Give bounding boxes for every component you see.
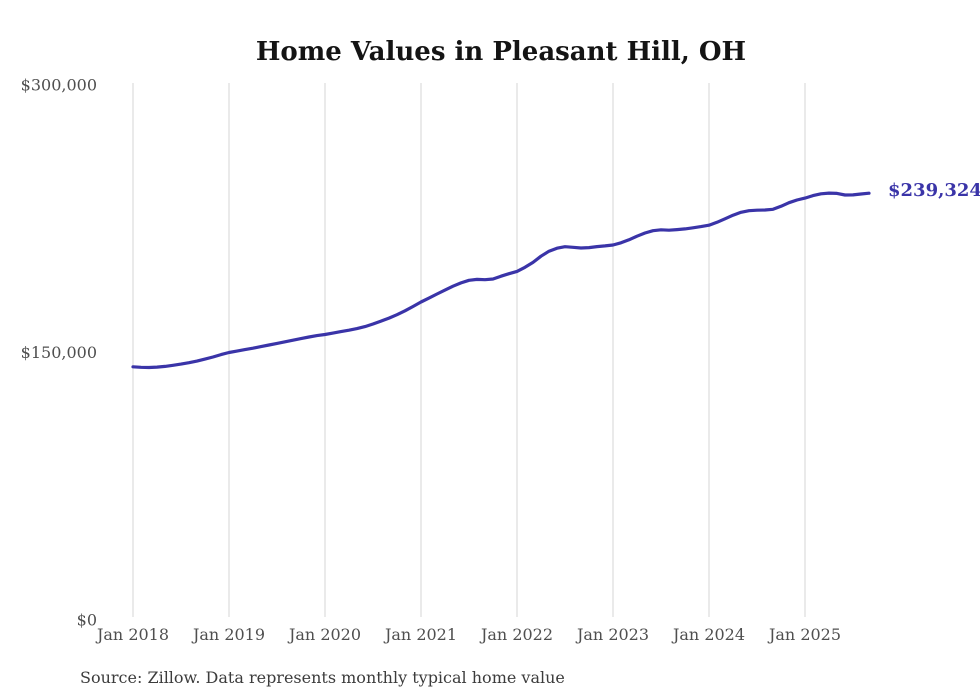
- x-axis-tick-label: Jan 2019: [191, 625, 265, 644]
- source-note: Source: Zillow. Data represents monthly …: [80, 668, 565, 687]
- home-value-series-line: [131, 191, 871, 370]
- y-axis-tick-label: $300,000: [21, 76, 97, 95]
- y-axis-tick-label: $150,000: [21, 343, 97, 362]
- x-axis-tick-label: Jan 2024: [671, 625, 745, 644]
- gridlines-layer: [132, 83, 806, 617]
- x-axis-tick-labels: Jan 2018 Jan 2019 Jan 2020 Jan 2021 Jan 2022…: [95, 625, 841, 644]
- x-axis-tick-label: Jan 2023: [575, 625, 649, 644]
- y-axis-tick-label: $0: [77, 611, 97, 630]
- y-axis-tick-labels: $0 $150,000 $300,000: [21, 76, 97, 630]
- x-axis-tick-label: Jan 2021: [383, 625, 457, 644]
- x-axis-tick-label: Jan 2020: [287, 625, 361, 644]
- latest-value-label: $239,324: [888, 180, 980, 201]
- x-axis-tick-label: Jan 2018: [95, 625, 169, 644]
- x-axis-tick-label: Jan 2025: [767, 625, 841, 644]
- chart-title: Home Values in Pleasant Hill, OH: [256, 37, 746, 67]
- x-axis-tick-label: Jan 2022: [479, 625, 553, 644]
